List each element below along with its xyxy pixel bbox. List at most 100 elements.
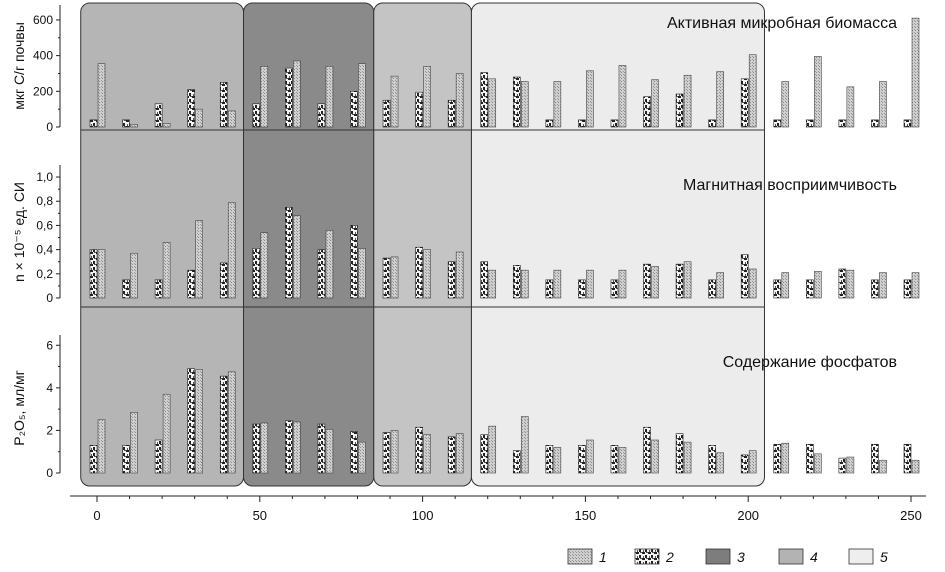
bar-series-2 [89,445,98,474]
bar-series-2 [382,99,391,128]
bar-series-1 [488,78,497,128]
bar-series-1 [781,81,790,128]
bar-series-2 [252,248,261,299]
y-tick-label: 6 [46,338,53,352]
bar-series-1 [879,81,887,128]
bar-series-2 [578,445,586,474]
y-tick-label: 4 [46,381,53,395]
bar-series-1 [781,442,790,474]
bar-series-1 [748,268,757,299]
bar-series-2 [806,119,814,128]
bar-series-2 [480,434,489,474]
bar-series-2 [773,279,782,299]
bar-series-1 [97,63,106,128]
bar-series-2 [219,262,228,299]
bar-series-2 [252,423,261,474]
y-tick-label: 0 [46,466,53,480]
legend-label-4: 4 [810,549,818,565]
bar-series-1 [879,459,887,474]
y-tick-label: 400 [33,49,53,63]
bar-series-1 [293,215,301,299]
bar-series-2 [903,119,912,128]
bar-series-2 [643,96,651,128]
bar-series-2 [740,454,749,474]
bar-series-1 [911,459,920,474]
bar-series-2 [512,265,521,299]
bar-series-2 [903,279,912,299]
bar-series-1 [227,202,236,299]
bar-series-1 [260,232,269,299]
bar-series-2 [285,420,293,474]
data-bars [89,17,920,474]
bar-series-2 [838,268,847,299]
bar-series-1 [846,86,855,128]
bar-series-1 [651,266,659,299]
bar-series-2 [512,76,521,128]
bar-series-2 [447,99,456,128]
bar-series-1 [586,269,594,299]
bar-series-2 [252,103,261,128]
bar-series-2 [285,67,293,128]
bar-series-2 [773,119,782,128]
bar-series-2 [871,119,879,128]
bar-series-1 [423,434,431,474]
bar-series-2 [219,82,228,128]
bar-series-2 [350,91,358,128]
bar-series-2 [740,254,749,299]
bar-series-1 [97,419,106,474]
bar-series-2 [317,423,326,474]
bar-series-2 [838,457,847,474]
bar-series-1 [716,71,724,128]
bar-series-2 [806,279,814,299]
bar-series-1 [358,441,366,474]
bar-series-1 [716,272,724,299]
bar-series-2 [187,269,195,299]
bar-series-1 [325,66,334,128]
bar-series-2 [643,263,651,299]
bar-series-1 [488,269,497,299]
bar-series-1 [553,81,562,128]
legend-label-2: 2 [665,549,674,565]
bar-series-2 [447,436,456,474]
bar-series-1 [390,430,399,474]
bar-series-2 [871,279,879,299]
bar-series-1 [390,256,399,299]
bar-series-1 [130,412,138,474]
bar-series-2 [643,426,651,474]
bar-series-1 [553,447,562,474]
bar-series-2 [610,279,619,299]
bar-series-1 [683,441,692,474]
legend-label-3: 3 [737,549,745,565]
bar-series-2 [154,279,163,299]
legend-swatch-1 [567,548,593,565]
bar-series-1 [651,439,659,474]
y-tick-label: 0 [46,120,53,134]
bar-series-2 [545,279,554,299]
bar-series-1 [618,65,627,128]
bar-series-2 [871,443,879,474]
bar-series-1 [716,452,724,474]
bar-series-1 [162,242,171,299]
bar-series-2 [675,263,684,299]
bar-series-2 [708,279,716,299]
y-tick-label: 0 [46,291,53,305]
bar-series-2 [806,443,814,474]
bar-series-1 [162,123,171,128]
bar-series-2 [740,78,749,128]
bar-series-1 [586,70,594,128]
y-tick-label: 1,0 [36,170,53,184]
bar-series-1 [97,249,106,299]
bar-series-2 [480,72,489,128]
x-tick-label: 50 [253,508,267,523]
bar-series-2 [382,257,391,299]
bar-series-1 [618,447,627,474]
bar-series-2 [512,450,521,474]
legend-swatch-3 [705,548,731,565]
bar-series-1 [390,75,399,128]
y-tick-label: 0,2 [36,267,53,281]
bar-series-2 [187,368,195,474]
x-tick-label: 100 [412,508,434,523]
bar-series-1 [846,456,855,474]
bar-series-1 [162,393,171,474]
